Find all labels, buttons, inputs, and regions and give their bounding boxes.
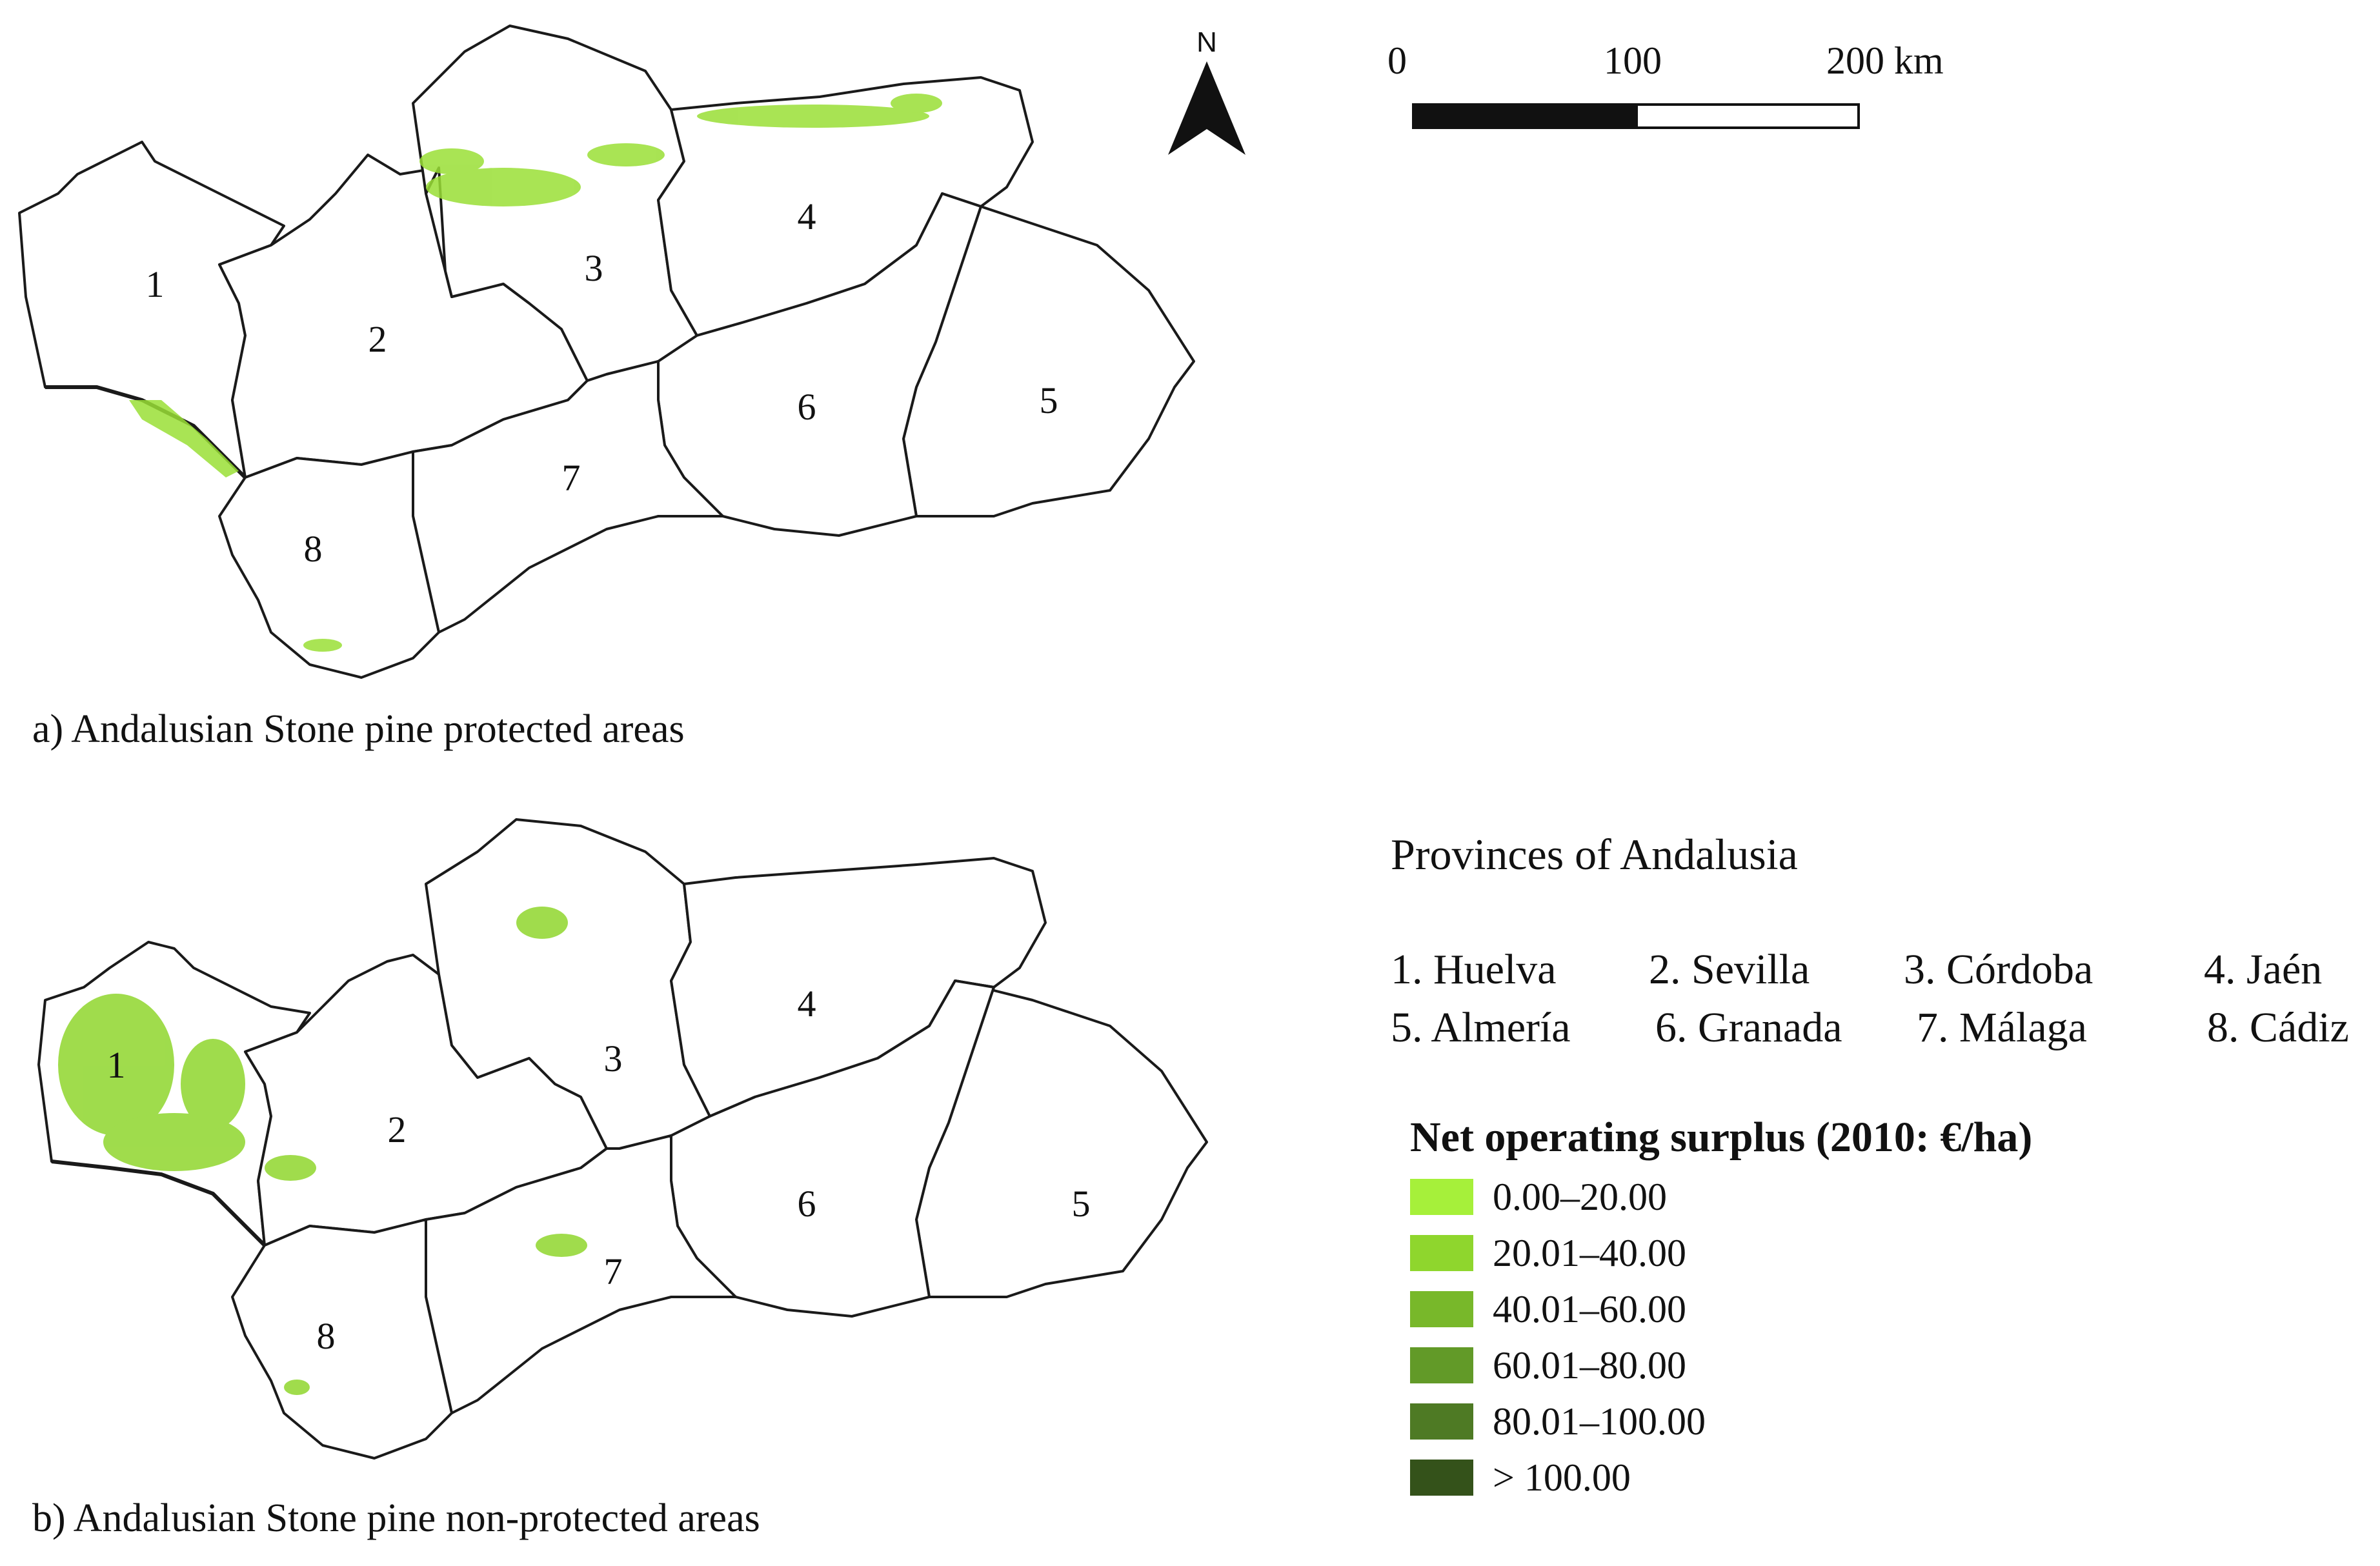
legend-swatch xyxy=(1410,1291,1473,1327)
coastline-huelva xyxy=(51,1159,267,1247)
scale-segment-black xyxy=(1412,103,1638,129)
legend-swatch xyxy=(1410,1347,1473,1383)
legend-label: 60.01–80.00 xyxy=(1493,1343,1686,1387)
province-number: 2 xyxy=(388,1109,407,1150)
pine-patch-huelva-east xyxy=(181,1039,245,1129)
scale-label-0: 0 xyxy=(1387,39,1407,82)
province-number: 8 xyxy=(304,528,323,570)
province-number: 3 xyxy=(585,247,603,289)
province-number: 5 xyxy=(1072,1183,1091,1225)
province-item: 7. Málaga xyxy=(1917,1004,2087,1051)
map-a-caption: a) Andalusian Stone pine protected areas xyxy=(32,707,685,751)
legend-label: 80.01–100.00 xyxy=(1493,1400,1706,1443)
pine-patch-cadiz xyxy=(303,639,342,652)
province-number: 1 xyxy=(146,263,165,305)
legend-item: > 100.00 xyxy=(1410,1455,1631,1500)
scale-label-100: 100 xyxy=(1604,39,1662,82)
legend-label: 0.00–20.00 xyxy=(1493,1175,1667,1218)
legend-swatch xyxy=(1410,1403,1473,1440)
province-number: 2 xyxy=(368,318,387,360)
stone-pine-patches xyxy=(58,907,587,1395)
map-protected-areas: 1 2 3 4 5 6 7 8 xyxy=(18,25,1195,679)
legend-title: Net operating surplus (2010: €/ha) xyxy=(1410,1114,2033,1161)
province-item: 1. Huelva xyxy=(1391,946,1557,993)
province-number-labels: 1 2 3 4 5 6 7 8 xyxy=(107,983,1091,1357)
province-number-labels: 1 2 3 4 5 6 7 8 xyxy=(146,196,1058,570)
pine-patch-cordoba-east xyxy=(587,143,665,166)
map-non-protected-areas: 1 2 3 4 5 6 7 8 xyxy=(37,818,1208,1460)
north-arrow-shape xyxy=(1168,61,1245,155)
province-item: 3. Córdoba xyxy=(1904,946,2093,993)
scale-bar: 0 100 200 km xyxy=(1387,39,1968,142)
province-item: 6. Granada xyxy=(1655,1004,1842,1051)
pine-patch-cordoba xyxy=(516,907,568,939)
province-number: 5 xyxy=(1040,379,1058,421)
north-label: N xyxy=(1196,26,1217,58)
scale-segment-white xyxy=(1635,103,1860,129)
stone-pine-patches xyxy=(129,94,942,652)
legend-item: 60.01–80.00 xyxy=(1410,1343,1686,1388)
pine-patch-jaen-east xyxy=(891,94,942,113)
province-number: 7 xyxy=(604,1250,623,1292)
pine-patch-huelva-west xyxy=(58,994,174,1136)
province-cadiz xyxy=(231,1218,453,1460)
legend-swatch xyxy=(1410,1179,1473,1215)
legend-swatch xyxy=(1410,1235,1473,1271)
province-number: 7 xyxy=(562,457,581,499)
province-outlines xyxy=(37,818,1208,1460)
pine-patch-cordoba-west xyxy=(419,148,484,174)
pine-patch-jaen-north xyxy=(697,105,929,128)
pine-patch-cordoba-north xyxy=(426,168,581,206)
pine-patch-cadiz xyxy=(284,1380,310,1395)
province-cadiz xyxy=(218,450,440,679)
province-item: 4. Jaén xyxy=(2204,946,2323,993)
legend-item: 20.01–40.00 xyxy=(1410,1230,1686,1276)
province-item: 8. Cádiz xyxy=(2207,1004,2349,1051)
province-outlines xyxy=(18,25,1195,679)
province-number: 3 xyxy=(604,1038,623,1079)
provinces-title: Provinces of Andalusia xyxy=(1391,830,1798,879)
province-item: 2. Sevilla xyxy=(1649,946,1810,993)
legend-label: 20.01–40.00 xyxy=(1493,1231,1686,1274)
map-b-caption: b) Andalusian Stone pine non-protected a… xyxy=(32,1496,760,1540)
scale-label-200: 200 km xyxy=(1826,39,1944,82)
province-number: 4 xyxy=(798,983,816,1025)
pine-patch-sevilla xyxy=(265,1155,316,1181)
legend-item: 0.00–20.00 xyxy=(1410,1174,1667,1220)
pine-patch-malaga xyxy=(536,1234,587,1257)
pine-patch-huelva-coast xyxy=(129,400,239,477)
legend-item: 40.01–60.00 xyxy=(1410,1287,1686,1332)
province-item: 5. Almería xyxy=(1391,1004,1571,1051)
legend-label: 40.01–60.00 xyxy=(1493,1287,1686,1330)
legend-label: > 100.00 xyxy=(1493,1456,1631,1499)
province-number: 6 xyxy=(798,1183,816,1225)
legend-swatch xyxy=(1410,1460,1473,1496)
legend-item: 80.01–100.00 xyxy=(1410,1399,1706,1444)
province-number: 8 xyxy=(317,1315,336,1357)
province-number: 6 xyxy=(798,386,816,428)
province-number: 4 xyxy=(798,196,816,237)
province-number: 1 xyxy=(107,1044,126,1086)
north-arrow-icon: N xyxy=(1168,26,1245,155)
